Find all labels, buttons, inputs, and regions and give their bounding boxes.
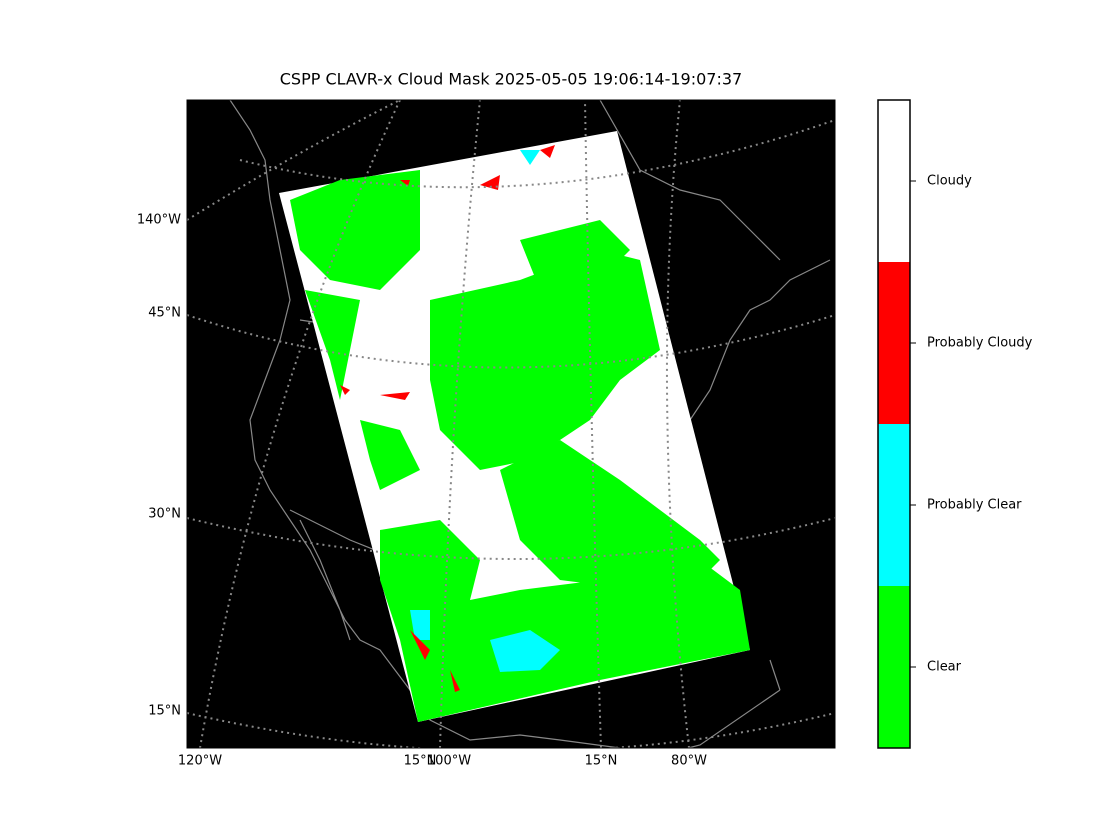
- colorbar-frame: [877, 99, 911, 749]
- bottom-label: 80°W: [671, 754, 707, 769]
- colorbar: Clear Probably Clear Probably Cloudy Cloudy: [877, 99, 1033, 749]
- bottom-label: 100°W: [427, 754, 471, 769]
- colorbar-segment: [878, 424, 910, 586]
- left-label: 140°W: [137, 213, 181, 228]
- left-label: 30°N: [148, 507, 181, 522]
- colorbar-label: Clear: [927, 660, 962, 675]
- map-frame: [186, 99, 836, 749]
- left-label: 45°N: [148, 306, 181, 321]
- clear-area: [290, 170, 750, 722]
- colorbar-label: Probably Cloudy: [927, 336, 1033, 351]
- bottom-label: 120°W: [178, 754, 222, 769]
- colorbar-segment: [878, 586, 910, 748]
- map: [186, 99, 836, 749]
- bottom-label: 15°N: [585, 754, 618, 769]
- left-label: 15°N: [148, 704, 181, 719]
- graticule: [187, 100, 835, 748]
- map-title: CSPP CLAVR-x Cloud Mask 2025-05-05 19:06…: [280, 70, 742, 89]
- colorbar-label: Probably Clear: [927, 498, 1022, 513]
- bottom-label: 15°N: [404, 754, 437, 769]
- colorbar-label: Cloudy: [927, 174, 972, 189]
- colorbar-segment: [878, 262, 910, 424]
- probably-clear-area: [410, 150, 560, 672]
- colorbar-segment: [878, 100, 910, 262]
